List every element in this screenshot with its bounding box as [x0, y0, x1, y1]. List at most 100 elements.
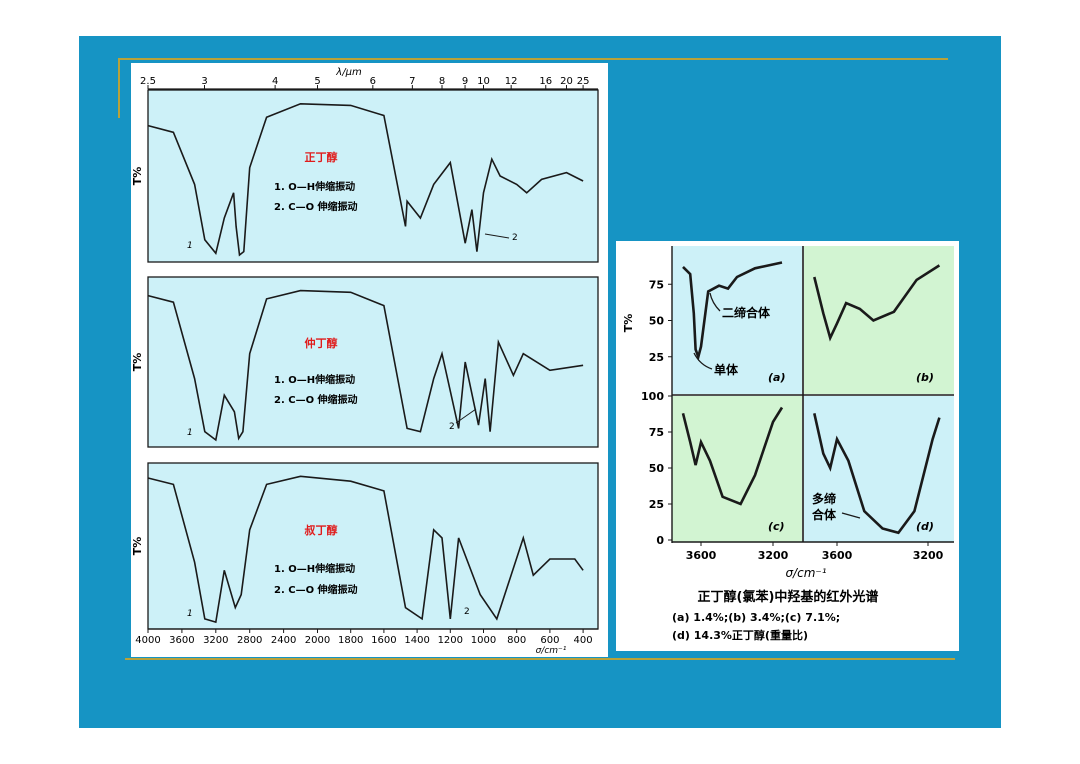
bottom-tick-label: 3200 — [203, 635, 228, 646]
trace-a — [682, 261, 783, 362]
right-x-ticks: 3600 3200 3600 3200 — [686, 542, 944, 562]
bottom-tick-label: 2800 — [237, 635, 262, 646]
note2-sec-butanol: 2. C—O 伸缩振动 — [274, 393, 358, 406]
top-tick-label: 9 — [462, 76, 468, 87]
mark2-leader-n-butanol — [484, 233, 510, 239]
bottom-rule — [125, 658, 955, 660]
label-d: (d) — [916, 520, 934, 533]
label-c: (c) — [768, 520, 785, 533]
y-ticks-bottom: 100 75 50 25 0 — [641, 390, 672, 547]
note2-tert-butanol: 2. C—O 伸缩振动 — [274, 583, 358, 596]
mark2-tert-butanol: 2 — [464, 607, 470, 617]
spectrum-frame-tert-butanol — [147, 462, 599, 630]
top-tick-label: 20 — [560, 76, 573, 87]
bottom-tick-label: 1600 — [371, 635, 396, 646]
mark1-tert-butanol: 1 — [187, 609, 193, 619]
label-a: (a) — [768, 371, 785, 384]
subplot-c-bg — [672, 396, 802, 542]
mark2-leader-sec-butanol — [455, 408, 477, 424]
y-tick-bottom-label: 100 — [641, 390, 664, 403]
note2-n-butanol: 2. C—O 伸缩振动 — [274, 200, 358, 213]
note1-tert-butanol: 1. O—H伸缩振动 — [274, 562, 355, 575]
bottom-tick-label: 1000 — [471, 635, 496, 646]
spectrum-trace-n-butanol — [147, 102, 584, 257]
bottom-tick-label: 600 — [540, 635, 559, 646]
y-tick-top-label: 25 — [649, 351, 664, 364]
top-rule — [118, 58, 948, 60]
y-label-sec-butanol: T% — [131, 353, 144, 372]
bottom-tick-label: 2000 — [305, 635, 330, 646]
trace-b — [813, 264, 941, 342]
top-tick-label: 5 — [314, 76, 320, 87]
spectrum-trace-sec-butanol — [147, 289, 584, 442]
title-sec-butanol: 仲丁醇 — [305, 336, 338, 350]
bottom-tick-label: 1800 — [338, 635, 363, 646]
title-tert-butanol: 叔丁醇 — [305, 523, 338, 537]
right-x-tick-label: 3600 — [686, 549, 717, 562]
subplot-d-bg — [804, 396, 954, 542]
poly-leader — [841, 512, 861, 519]
top-tick-label: 3 — [201, 76, 207, 87]
butanol-spectra-panel: λ/μm 2.5 3 4 5 6 7 8 9 10 12 16 20 25 T% T% T% 正丁醇 1… — [131, 63, 608, 657]
top-tick-label: 2.5 — [140, 76, 156, 87]
spectrum-frame-sec-butanol — [147, 276, 599, 448]
label-monomer: 单体 — [714, 362, 739, 377]
bottom-tick-label: 400 — [574, 635, 593, 646]
y-label-tert-butanol: T% — [131, 537, 144, 556]
top-tick-label: 8 — [439, 76, 445, 87]
top-tick-label: 6 — [370, 76, 376, 87]
title-n-butanol: 正丁醇 — [305, 150, 338, 164]
bottom-tick-labels: 4000 3600 3200 2800 2400 2000 1800 1600 1400 1200… — [135, 629, 593, 646]
label-poly-2: 合体 — [812, 507, 837, 522]
spectrum-trace-tert-butanol — [147, 475, 584, 624]
label-dimer: 二缔合体 — [722, 305, 771, 320]
top-tick-label: 25 — [577, 76, 590, 87]
bottom-tick-label: 3600 — [169, 635, 194, 646]
note1-sec-butanol: 1. O—H伸缩振动 — [274, 373, 355, 386]
bottom-tick-label: 4000 — [135, 635, 160, 646]
caption-title: 正丁醇(氯苯)中羟基的红外光谱 — [698, 589, 879, 605]
concentration-spectra-figure: T% 75 50 25 100 75 50 25 0 (a) (b) (c) (d) 二缔合… — [622, 246, 954, 642]
note1-n-butanol: 1. O—H伸缩振动 — [274, 180, 355, 193]
right-y-label: T% — [622, 314, 635, 333]
mark1-n-butanol: 1 — [187, 241, 193, 251]
trace-c — [681, 406, 784, 506]
y-tick-bottom-label: 25 — [649, 498, 664, 511]
mark2-n-butanol: 2 — [512, 233, 518, 243]
y-ticks-top: 75 50 25 — [649, 278, 672, 364]
bottom-tick-label: 800 — [507, 635, 526, 646]
top-tick-label: 7 — [409, 76, 415, 87]
top-tick-label: 10 — [477, 76, 490, 87]
mark2-sec-butanol: 2 — [449, 422, 455, 432]
spectrum-frame-n-butanol — [147, 89, 599, 263]
bottom-tick-label: 2400 — [271, 635, 296, 646]
top-tick-label: 16 — [539, 76, 552, 87]
label-b: (b) — [916, 371, 934, 384]
bottom-tick-label: 1400 — [404, 635, 429, 646]
bottom-axis-label: σ/cm⁻¹ — [536, 646, 567, 656]
bottom-tick-label: 1200 — [438, 635, 463, 646]
concentration-spectra-panel: T% 75 50 25 100 75 50 25 0 (a) (b) (c) (d) 二缔合… — [616, 241, 959, 651]
y-tick-top-label: 75 — [649, 278, 664, 291]
trace-d — [813, 413, 941, 535]
y-label-n-butanol: T% — [131, 167, 144, 186]
right-x-axis-label: σ/cm⁻¹ — [785, 566, 826, 580]
top-tick-labels: 2.5 3 4 5 6 7 8 9 10 12 16 20 25 — [140, 76, 589, 89]
y-tick-bottom-label: 75 — [649, 426, 664, 439]
right-x-tick-label: 3200 — [758, 549, 789, 562]
butanol-spectra-figure: λ/μm 2.5 3 4 5 6 7 8 9 10 12 16 20 25 T% T% T% 正丁醇 1… — [131, 67, 599, 656]
y-tick-bottom-label: 50 — [649, 462, 665, 475]
top-axis-label: λ/μm — [335, 67, 362, 78]
label-poly-1: 多缔 — [812, 491, 836, 506]
dimer-leader — [709, 292, 721, 312]
top-tick-label: 4 — [272, 76, 278, 87]
y-tick-top-label: 50 — [649, 315, 665, 328]
y-tick-bottom-label: 0 — [656, 534, 664, 547]
caption-line2: (d) 14.3%正丁醇(重量比) — [672, 628, 808, 642]
right-x-tick-label: 3200 — [913, 549, 944, 562]
mark1-sec-butanol: 1 — [187, 428, 193, 438]
left-rule — [118, 58, 120, 118]
top-tick-label: 12 — [505, 76, 518, 87]
right-x-tick-label: 3600 — [822, 549, 853, 562]
monomer-leader — [693, 352, 713, 370]
